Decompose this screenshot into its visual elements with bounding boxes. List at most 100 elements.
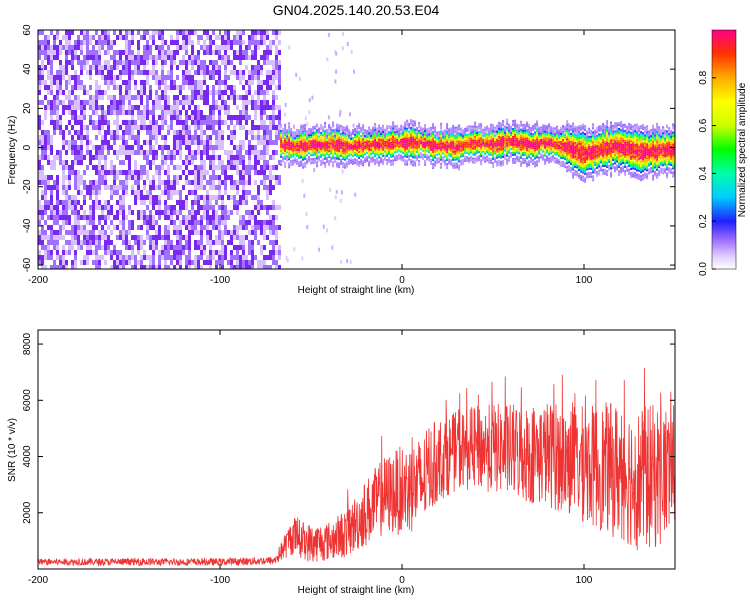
noise-cell [71,265,74,269]
band-cell [392,159,395,162]
band-cell [354,162,357,164]
noise-cell [227,260,230,265]
noise-cell [59,245,62,250]
noise-cell [107,75,110,80]
noise-cell [203,195,206,200]
band-cell [302,144,305,147]
noise-cell [263,155,266,160]
noise-cell [164,80,167,85]
band-cell [328,144,331,147]
band-cell [338,154,341,157]
noise-cell [215,235,218,240]
band-cell [366,137,369,140]
noise-cell [224,235,227,240]
noise-cell [119,110,122,115]
noise-cell [251,225,254,230]
noise-cell [206,115,209,120]
noise-cell [260,190,263,195]
noise-cell [38,240,41,245]
noise-cell [269,80,272,85]
noise-cell [56,155,59,160]
noise-cell [194,235,197,240]
noise-cell [95,115,98,120]
band-cell [340,146,343,149]
band-cell [300,130,303,133]
noise-cell [101,180,104,185]
noise-cell [209,65,212,70]
noise-cell [101,90,104,95]
noise-cell [62,50,65,55]
noise-cell [80,140,83,145]
band-cell [364,141,367,144]
noise-cell [140,180,143,185]
noise-cell [203,260,206,265]
noise-cell [254,145,257,150]
noise-cell [149,245,152,250]
band-cell [326,134,329,137]
band-cell [322,144,325,147]
noise-cell [239,80,242,85]
noise-cell [167,105,170,110]
noise-cell [272,100,275,105]
band-cell [378,162,381,165]
noise-cell [209,180,212,185]
noise-cell [143,135,146,140]
noise-cell [182,240,185,245]
noise-cell [53,100,56,105]
noise-cell [263,100,266,105]
band-cell [348,148,351,151]
noise-cell [137,230,140,235]
noise-cell [53,125,56,130]
noise-cell [227,185,230,190]
noise-cell [212,250,215,255]
noise-cell [80,225,83,230]
noise-cell [140,250,143,255]
noise-cell [203,80,206,85]
noise-cell [71,250,74,255]
noise-cell [212,35,215,40]
noise-cell [239,95,242,100]
noise-cell [269,155,272,160]
noise-cell [143,220,146,225]
noise-cell [164,220,167,225]
noise-cell [248,85,251,90]
noise-cell [80,70,83,75]
band-cell [380,151,383,154]
noise-cell [98,50,101,55]
noise-cell [161,140,164,145]
noise-cell [188,30,191,35]
noise-cell [260,220,263,225]
noise-cell [80,75,83,80]
noise-cell [221,55,224,60]
band-cell [308,148,311,151]
noise-cell [215,145,218,150]
noise-cell [77,150,80,155]
noise-cell [68,110,71,115]
noise-cell [248,95,251,100]
noise-cell [113,120,116,125]
noise-cell [38,125,41,130]
noise-cell [212,210,215,215]
noise-cell [131,40,134,45]
noise-cell [104,135,107,140]
noise-cell [224,80,227,85]
noise-cell [155,155,158,160]
noise-cell [266,245,269,250]
speckle [298,76,301,81]
noise-cell [131,210,134,215]
noise-cell [134,60,137,65]
band-cell [286,129,289,132]
noise-cell [164,40,167,45]
noise-cell [119,255,122,260]
band-cell [356,149,359,152]
noise-cell [56,45,59,50]
noise-cell [107,100,110,105]
noise-cell [257,40,260,45]
noise-cell [113,40,116,45]
noise-cell [257,145,260,150]
noise-cell [44,250,47,255]
noise-cell [128,235,131,240]
noise-cell [263,85,266,90]
band-cell [366,151,369,154]
noise-cell [230,125,233,130]
